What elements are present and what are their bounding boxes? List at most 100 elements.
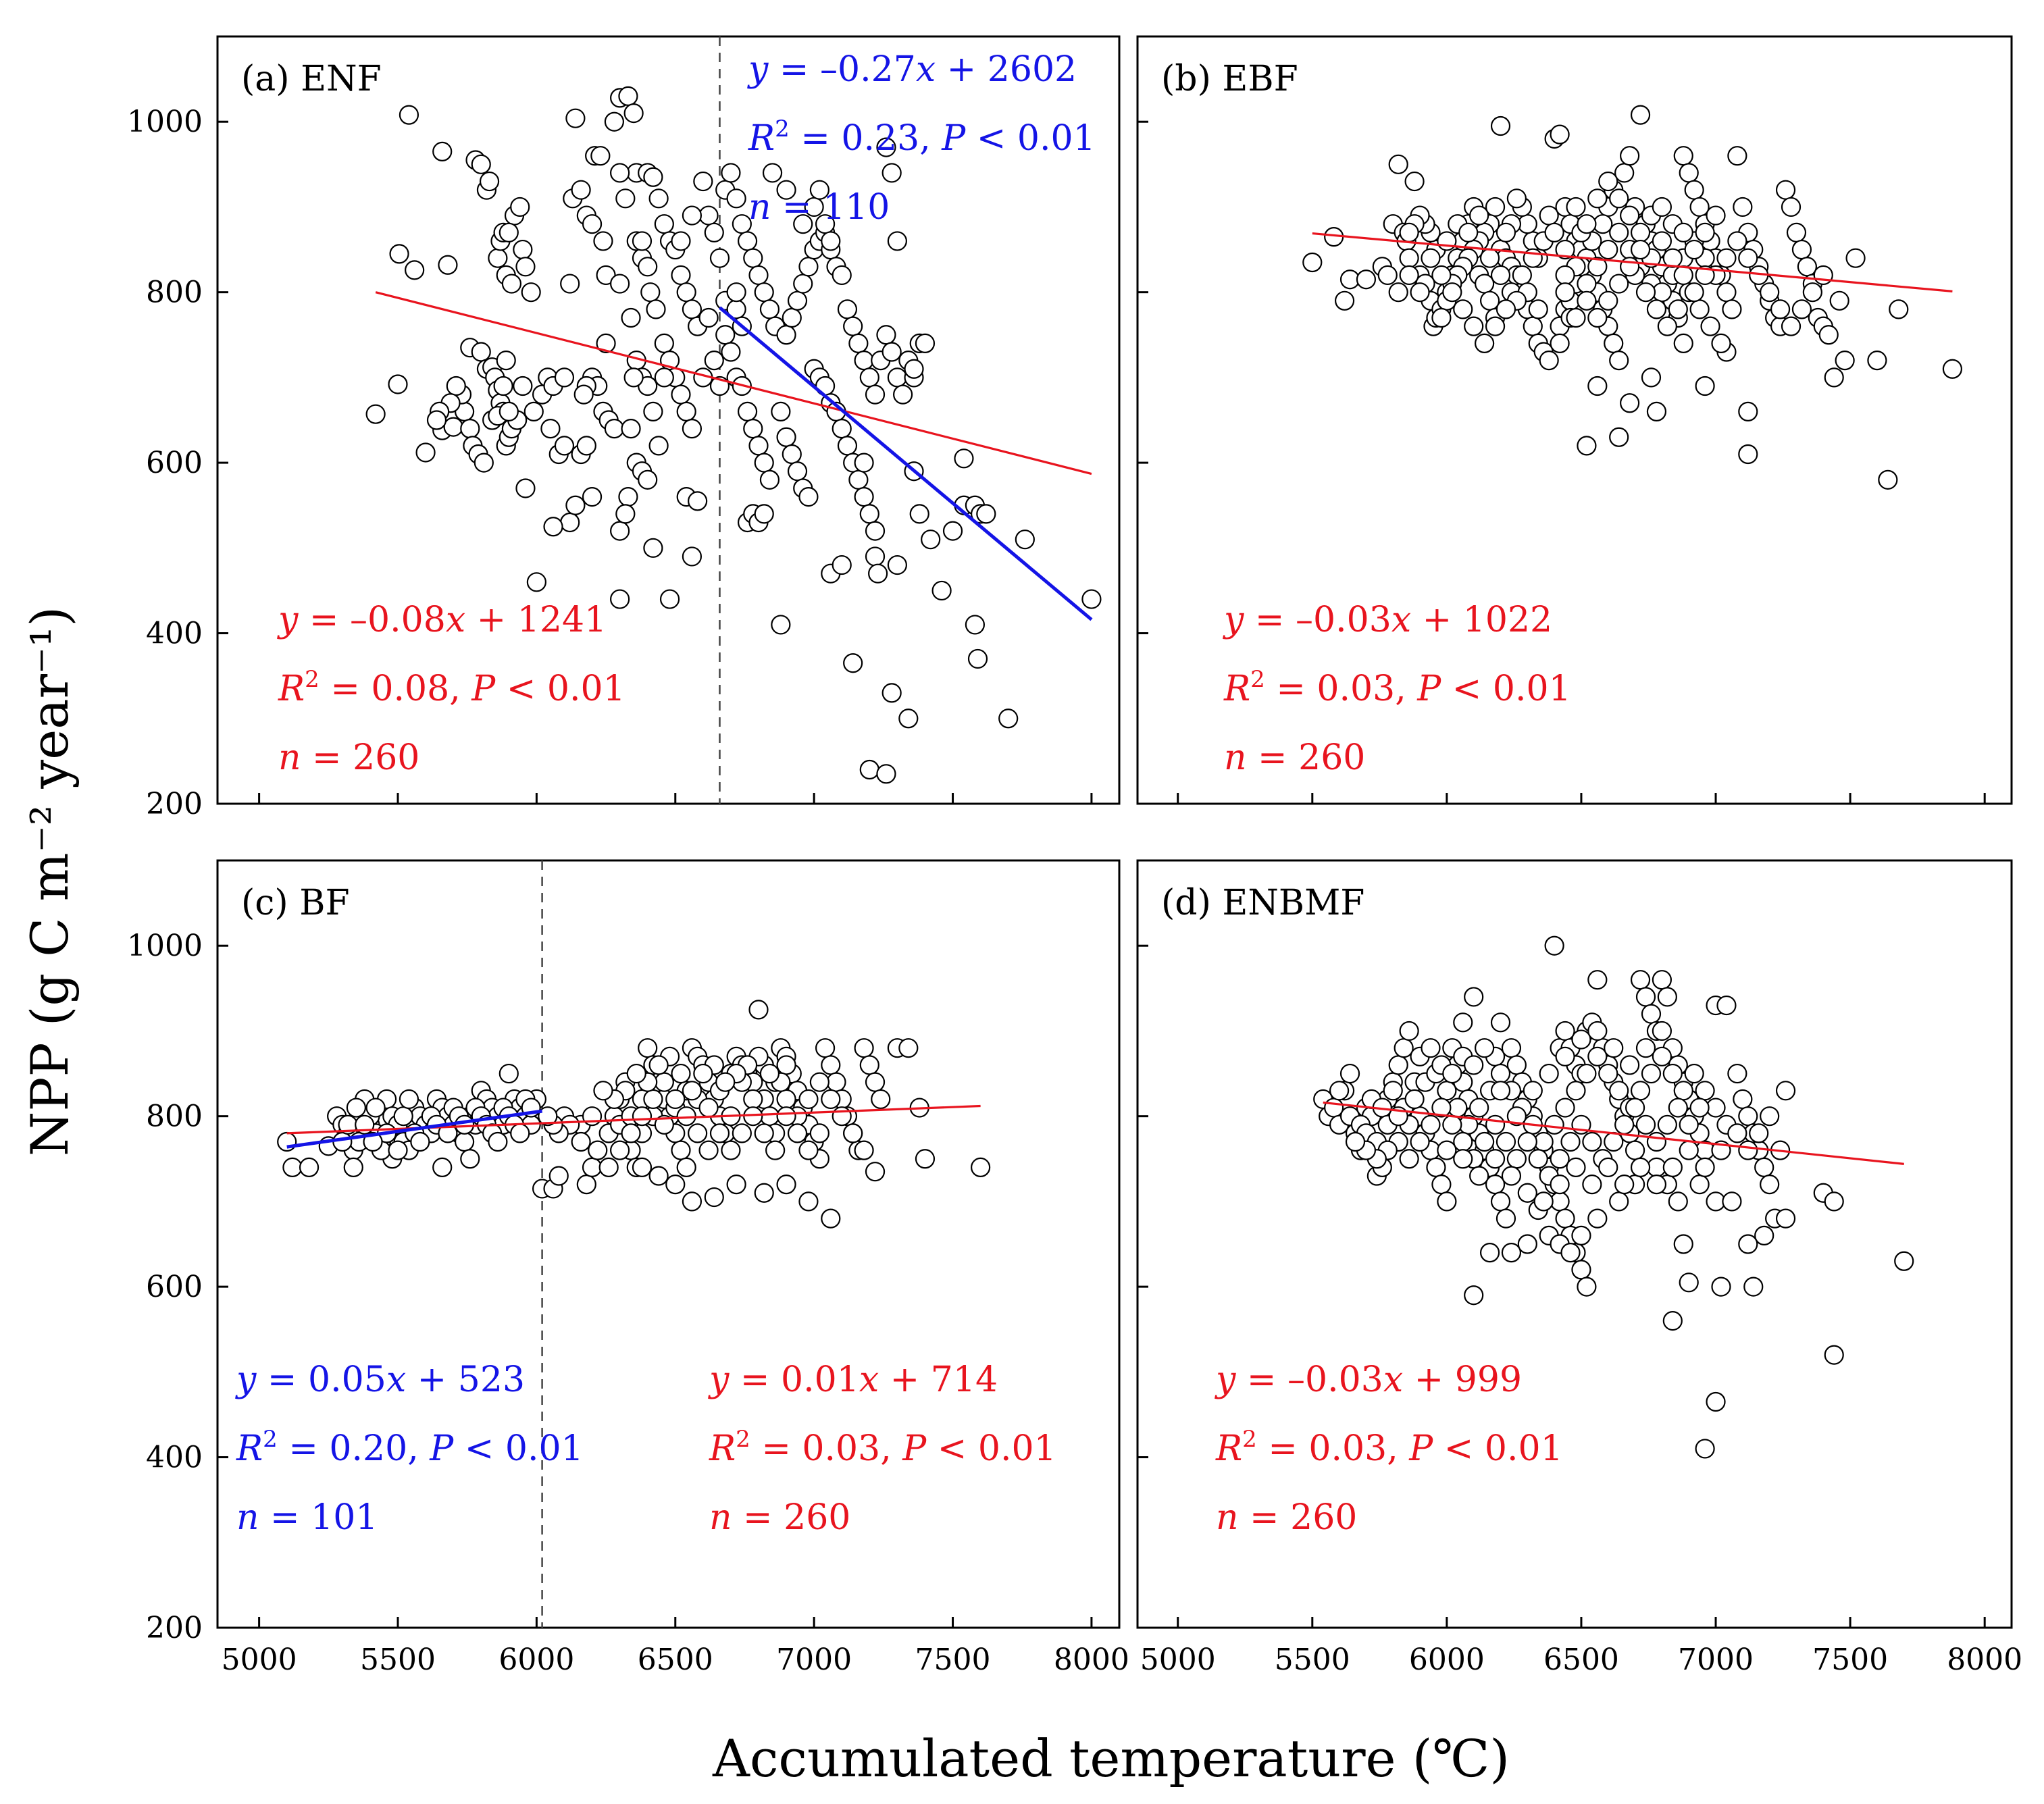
data-point [443,417,463,437]
data-point [1469,1098,1489,1118]
data-point [1781,316,1802,336]
data-point [1646,299,1667,319]
data-point [1894,1251,1914,1271]
data-point [1404,171,1425,192]
data-point [576,1175,596,1195]
data-point [1587,1208,1608,1229]
data-point [499,222,519,242]
data-point [523,401,544,421]
data-point [843,316,863,336]
data-point [1485,197,1506,217]
data-point [748,265,769,286]
regression-stat: R2 = 0.03, P < 0.01 [709,1426,1056,1469]
data-point [632,1157,653,1178]
data-point [1577,274,1597,294]
data-point [426,410,447,430]
data-point [1523,316,1543,336]
data-point [1652,197,1672,217]
data-point [1475,1131,1495,1152]
data-point [1630,222,1651,242]
data-point [1566,1157,1586,1178]
data-point [571,180,591,200]
data-point [854,351,874,371]
data-point [1431,265,1452,286]
data-point [798,486,819,507]
data-point [1620,393,1640,413]
data-point [1609,188,1629,209]
data-point [654,214,674,234]
data-point [410,1131,430,1152]
data-point [1598,239,1618,260]
data-point [671,265,691,286]
panel-label: (c) BF [241,883,350,923]
data-point [1673,222,1693,242]
data-point [865,384,886,405]
y-tick-label: 800 [146,1100,203,1134]
data-point [832,1106,852,1127]
data-point [1577,290,1597,311]
data-point [1641,1063,1662,1084]
data-point [621,1123,641,1143]
panel-d-enbmf: 5000 5500 6000 6500 7000 7500 8000 (d) ENBMF y =… [1136,859,2022,1677]
data-point [709,1123,730,1143]
data-point [1630,1081,1651,1101]
data-point [832,419,852,439]
data-point [1641,367,1662,388]
data-point [715,325,736,345]
data-point [590,146,611,166]
data-point [399,1089,419,1110]
data-point [1015,530,1035,550]
regression-stat: R2 = 0.03, P < 0.01 [1215,1426,1563,1469]
data-point [643,1089,663,1110]
data-point [776,1106,796,1127]
data-point [1684,1063,1704,1084]
data-point [560,512,580,533]
data-point [640,282,661,303]
data-point [621,419,641,439]
data-point [648,188,669,209]
data-point [1399,248,1419,268]
data-point [1829,290,1849,311]
data-point [1689,197,1710,217]
data-point [1501,1243,1522,1263]
data-point [1824,367,1844,388]
data-point [1517,1131,1537,1152]
data-point [1711,1277,1731,1297]
data-point [876,137,896,157]
data-point [704,1187,724,1208]
data-point [1662,248,1683,268]
data-point [715,1072,736,1092]
x-tick-label: 6000 [499,1643,574,1677]
data-point [998,708,1019,729]
data-point [698,307,719,328]
data-point [1878,469,1898,490]
data-point [1695,376,1715,396]
data-point [1722,299,1742,319]
data-point [1662,1157,1683,1178]
data-point [501,274,522,294]
data-point [671,1063,691,1084]
data-point [726,1175,746,1195]
data-point [446,376,466,396]
data-point [471,342,491,362]
data-point [798,1191,819,1212]
data-point [787,461,808,482]
data-point [665,1175,686,1195]
data-point [1555,239,1575,260]
y-tick-label: 400 [146,617,203,651]
data-point [1356,269,1377,290]
data-point [1512,265,1532,286]
data-point [1652,970,1672,990]
data-point [515,478,536,498]
data-point [499,401,519,421]
x-tick-label: 5000 [1140,1643,1216,1677]
data-point [282,1157,303,1178]
data-point [865,1162,886,1182]
regression-stat: n = 101 [236,1497,378,1538]
data-point [1539,1063,1559,1084]
data-point [1528,299,1548,319]
data-point [726,188,746,209]
data-point [538,1106,558,1127]
data-point [776,180,796,200]
regression-stat: n = 260 [278,738,419,778]
